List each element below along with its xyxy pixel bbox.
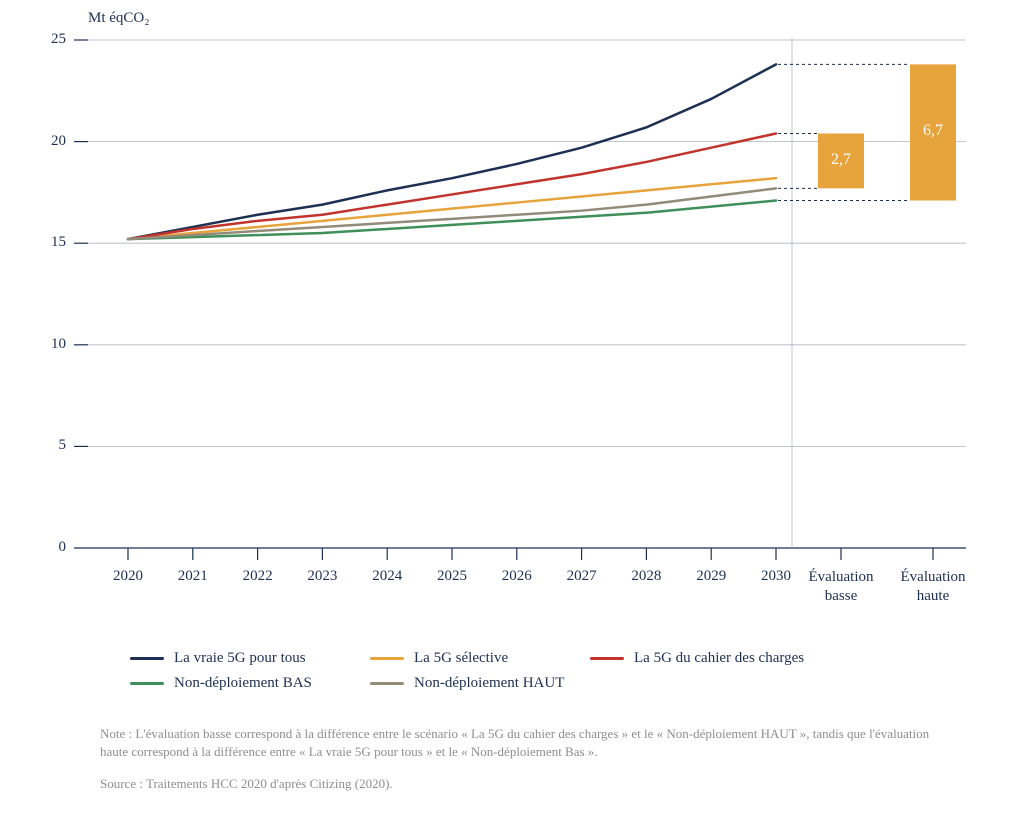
legend-swatch: [370, 682, 404, 685]
x-tick-label-year: 2026: [493, 568, 541, 585]
legend-item: Non-déploiement BAS: [130, 675, 350, 692]
legend-label: Non-déploiement HAUT: [414, 675, 564, 692]
legend: La vraie 5G pour tous La 5G sélective La 5…: [130, 650, 860, 700]
chart-page: Mt éqCO₂ 0510152025 20202021202220232024…: [0, 0, 1023, 819]
x-tick-label-year: 2021: [169, 568, 217, 585]
legend-label: La vraie 5G pour tous: [174, 650, 306, 667]
legend-item: Non-déploiement HAUT: [370, 675, 620, 692]
x-tick-label-year: 2020: [104, 568, 152, 585]
x-tick-label-year: 2029: [687, 568, 735, 585]
legend-swatch: [370, 657, 404, 660]
y-tick-label: 0: [36, 539, 66, 556]
note-text: Note : L'évaluation basse correspond à l…: [100, 725, 930, 760]
legend-label: La 5G du cahier des charges: [634, 650, 804, 667]
x-tick-label-year: 2030: [752, 568, 800, 585]
legend-swatch: [590, 657, 624, 660]
y-tick-label: 10: [36, 336, 66, 353]
legend-item: La 5G sélective: [370, 650, 570, 667]
y-axis-title: Mt éqCO₂: [88, 10, 149, 27]
y-tick-label: 5: [36, 437, 66, 454]
y-tick-label: 25: [36, 31, 66, 48]
x-tick-label-year: 2028: [622, 568, 670, 585]
legend-item: La 5G du cahier des charges: [590, 650, 840, 667]
x-tick-label-year: 2025: [428, 568, 476, 585]
y-tick-label: 15: [36, 234, 66, 251]
y-tick-label: 20: [36, 133, 66, 150]
legend-label: Non-déploiement BAS: [174, 675, 312, 692]
legend-item: La vraie 5G pour tous: [130, 650, 350, 667]
x-tick-label-year: 2022: [234, 568, 282, 585]
source-text: Source : Traitements HCC 2020 d'après Ci…: [100, 775, 930, 793]
x-tick-label-eval: Évaluation haute: [891, 568, 975, 606]
chart-svg: [0, 0, 1023, 610]
legend-swatch: [130, 682, 164, 685]
x-tick-label-year: 2027: [558, 568, 606, 585]
x-tick-label-eval: Évaluation basse: [799, 568, 883, 606]
legend-label: La 5G sélective: [414, 650, 508, 667]
x-tick-label-year: 2023: [298, 568, 346, 585]
legend-swatch: [130, 657, 164, 660]
x-tick-label-year: 2024: [363, 568, 411, 585]
